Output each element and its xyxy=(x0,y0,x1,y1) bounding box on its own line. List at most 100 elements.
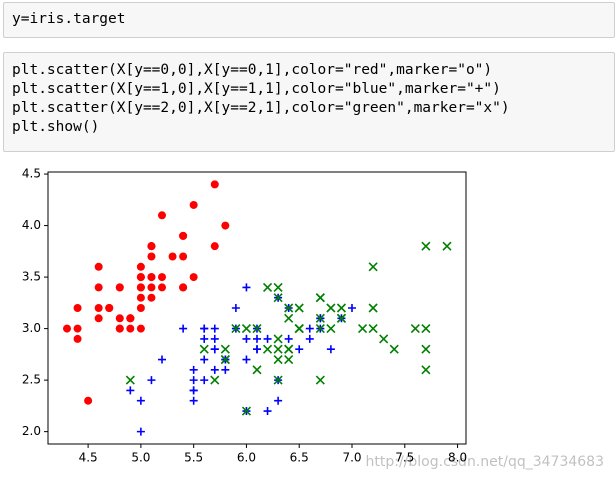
point xyxy=(199,344,209,354)
point xyxy=(94,304,103,312)
point xyxy=(210,180,219,189)
point xyxy=(273,334,283,344)
point xyxy=(179,231,188,240)
point xyxy=(241,406,252,416)
point xyxy=(136,396,145,405)
point xyxy=(200,324,209,333)
point xyxy=(284,313,294,323)
point xyxy=(315,324,325,334)
point xyxy=(179,283,188,292)
point xyxy=(179,252,188,261)
point xyxy=(274,396,283,405)
point xyxy=(379,334,389,344)
point xyxy=(147,376,156,385)
point xyxy=(315,313,325,323)
point xyxy=(158,211,166,220)
point xyxy=(241,324,252,334)
point xyxy=(326,345,335,354)
y-tick-label: 3.0 xyxy=(22,321,41,335)
point xyxy=(136,273,145,282)
point xyxy=(421,365,431,375)
point xyxy=(326,303,336,313)
y-tick-label: 3.5 xyxy=(22,270,41,284)
point xyxy=(189,273,198,282)
point xyxy=(210,345,219,354)
code-line: plt.scatter(X[y==0,0],X[y==0,1],color="r… xyxy=(12,62,493,78)
point xyxy=(221,365,230,374)
point xyxy=(273,293,283,303)
code-cell[interactable]: y=iris.target xyxy=(3,2,615,38)
point xyxy=(158,273,166,282)
point xyxy=(421,344,431,354)
point xyxy=(136,324,145,333)
point xyxy=(189,376,198,385)
point xyxy=(273,354,283,365)
point xyxy=(168,252,177,261)
point xyxy=(94,262,103,271)
x-tick-label: 8.0 xyxy=(448,451,467,465)
point xyxy=(126,314,135,323)
point xyxy=(200,376,209,385)
point xyxy=(231,324,241,334)
chart: http://blog.csdn.net/qq_34734683 4.5 5.0 5… xyxy=(22,167,604,470)
point xyxy=(84,396,93,405)
point xyxy=(242,283,251,292)
point xyxy=(73,334,82,343)
point xyxy=(410,324,420,334)
point xyxy=(231,304,240,312)
point xyxy=(210,375,220,385)
point xyxy=(368,303,378,313)
point xyxy=(136,427,145,436)
point xyxy=(73,304,82,312)
point xyxy=(242,355,251,364)
code-cell[interactable]: plt.scatter(X[y==0,0],X[y==0,1],color="r… xyxy=(3,52,615,152)
point xyxy=(305,334,314,343)
point xyxy=(421,324,431,334)
point xyxy=(147,273,156,282)
point xyxy=(262,344,273,354)
point xyxy=(136,304,145,312)
point xyxy=(357,324,368,334)
point xyxy=(136,262,145,271)
point xyxy=(348,304,356,312)
point xyxy=(125,375,135,385)
point xyxy=(336,303,347,313)
point xyxy=(284,334,293,343)
point xyxy=(200,334,209,343)
point xyxy=(200,355,209,364)
point xyxy=(210,324,219,333)
point xyxy=(210,334,219,343)
x-tick-label: 6.0 xyxy=(237,451,256,465)
point xyxy=(263,407,272,416)
point xyxy=(221,221,230,230)
x-tick-label: 6.5 xyxy=(290,451,309,465)
point xyxy=(326,324,336,334)
point xyxy=(147,242,156,251)
point xyxy=(147,252,156,261)
point xyxy=(294,303,304,313)
point xyxy=(220,354,230,365)
plot-frame xyxy=(47,171,467,445)
point xyxy=(73,324,82,333)
point xyxy=(284,303,294,313)
point xyxy=(262,282,273,292)
point xyxy=(210,365,219,374)
point xyxy=(94,314,103,323)
point xyxy=(210,242,219,251)
point xyxy=(305,324,314,333)
x-tick-label: 7.0 xyxy=(342,451,361,465)
point xyxy=(442,241,452,251)
y-tick-label: 2.5 xyxy=(22,373,41,387)
code-line: plt.show() xyxy=(12,119,100,135)
y-tick-label: 4.0 xyxy=(22,218,41,232)
point xyxy=(273,282,283,292)
code-line: plt.scatter(X[y==1,0],X[y==1,1],color="b… xyxy=(12,81,501,97)
point xyxy=(63,324,71,333)
point xyxy=(136,293,145,302)
code-line: plt.scatter(X[y==2,0],X[y==2,1],color="g… xyxy=(12,100,510,116)
point xyxy=(126,324,135,333)
point xyxy=(336,313,347,323)
point xyxy=(136,283,145,292)
point xyxy=(147,283,156,292)
point xyxy=(220,344,230,354)
